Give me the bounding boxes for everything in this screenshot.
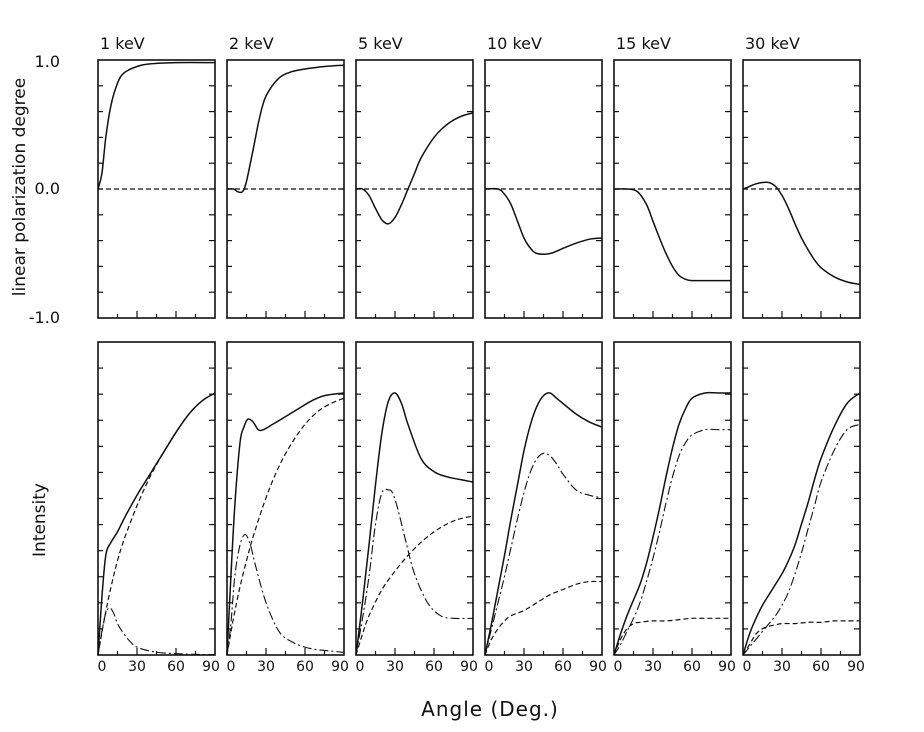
x-tick-label: 0 [356,659,365,675]
intensity-curve-dashdot [742,423,861,656]
y-tick-label-bottom: -1.0 [29,308,60,327]
intensity-curve-dashed [613,617,731,656]
y-tick-label-top: 1.0 [35,52,60,71]
x-tick-label: 90 [331,659,349,675]
intensity-curve-solid [484,392,603,656]
panel-3: 10 keV 0 30 60 90 [484,34,607,675]
intensity-curve-dashed [742,620,860,656]
intensity-curve-solid [355,392,474,656]
polarization-curve [355,112,474,225]
panel-5: 30 keV 0 30 60 90 [742,34,865,675]
panel-title: 2 keV [229,34,274,53]
intensity-curve-dashed [355,515,474,656]
intensity-frame [226,341,345,656]
panel-title: 30 keV [745,34,800,53]
intensity-curve-solid [613,391,731,656]
x-tick-label: 90 [202,659,220,675]
intensity-curve-dashed [226,397,345,656]
polarization-curve [97,61,216,190]
intensity-curve-solid [226,392,345,656]
polarization-curve [484,187,603,255]
x-tick-label: 30 [257,659,275,675]
intensity-curve-solid [97,392,216,656]
intensity-curve-dashdot [226,533,345,656]
x-tick-label: 0 [227,659,236,675]
x-tick-label: 90 [460,659,478,675]
x-tick-label: 60 [167,659,185,675]
bottom-row-ylabel: Intensity [30,483,50,557]
intensity-curve-dashed [484,580,603,656]
panel-title: 5 keV [358,34,403,53]
x-tick-label: 90 [589,659,607,675]
x-axis-label: Angle (Deg.) [421,697,559,721]
x-tick-label: 30 [128,659,146,675]
intensity-curve-dashdot [484,452,603,656]
intensity-frame [484,341,603,656]
panel-title: 10 keV [487,34,542,53]
x-tick-label: 0 [614,659,623,675]
x-tick-label: 60 [425,659,443,675]
x-tick-label: 30 [386,659,404,675]
panel-4: 15 keV 0 30 60 90 [613,34,736,675]
intensity-curve-solid [742,392,861,656]
x-tick-label: 60 [812,659,830,675]
polarization-curve [613,188,731,282]
panel-0: 1 keV 0 30 60 90 [97,34,220,675]
panel-title: 1 keV [100,34,145,53]
x-tick-label: 0 [98,659,107,675]
x-tick-label: 60 [554,659,572,675]
x-tick-label: 30 [644,659,662,675]
panel-title: 15 keV [616,34,671,53]
intensity-curve-dashdot [355,488,474,656]
x-tick-label: 90 [718,659,736,675]
x-tick-label: 60 [296,659,314,675]
polarization-curve [742,181,861,286]
polarization-curve [226,64,345,194]
y-tick-label-zero: 0.0 [35,179,60,198]
panel-2: 5 keV 0 30 60 90 [355,34,478,675]
x-tick-label: 30 [515,659,533,675]
intensity-frame [97,341,216,656]
intensity-curve-dashdot [613,428,731,656]
x-tick-label: 0 [485,659,494,675]
intensity-curve-dashdot [97,607,215,656]
panel-1: 2 keV 0 30 60 90 [226,34,349,675]
x-tick-label: 90 [847,659,865,675]
intensity-frame [613,341,732,656]
x-tick-label: 60 [683,659,701,675]
intensity-curve-dashed [97,392,216,656]
top-row-ylabel: linear polarization degree [10,78,30,296]
x-tick-label: 30 [773,659,791,675]
x-tick-label: 0 [743,659,752,675]
